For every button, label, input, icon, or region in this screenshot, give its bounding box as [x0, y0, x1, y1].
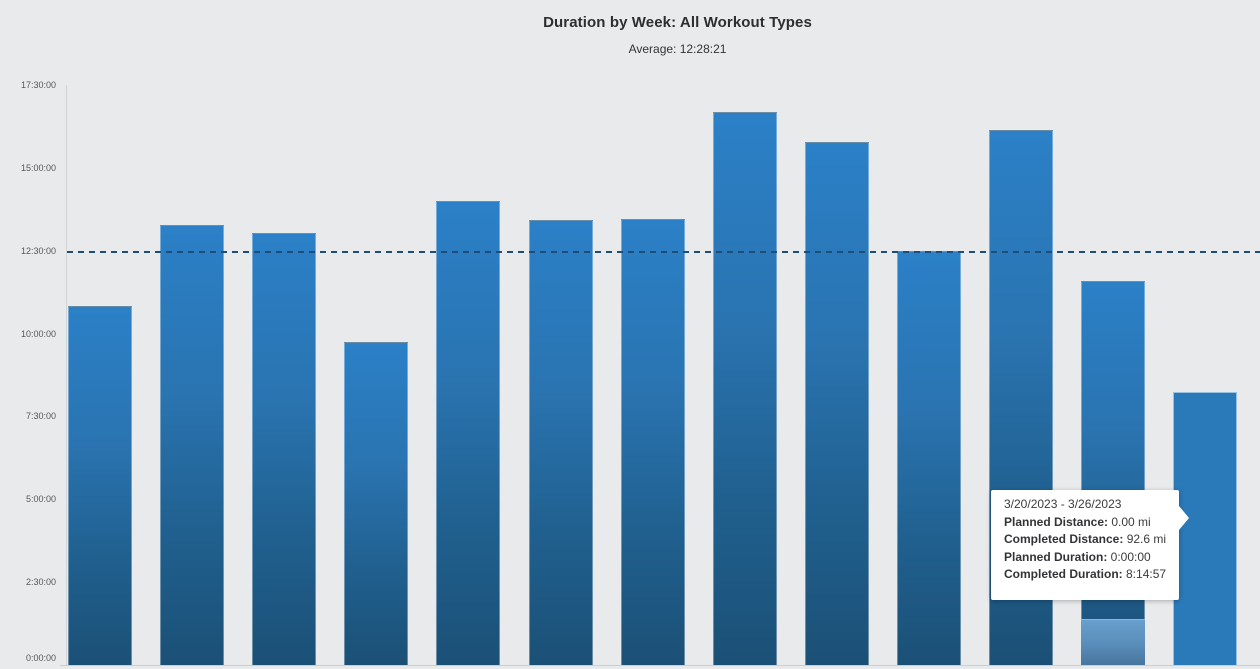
y-tick-label: 5:00:00: [25, 494, 56, 505]
tooltip-row-value: 0:00:00: [1107, 549, 1151, 564]
tooltip-row: Planned Duration: 0:00:00: [1004, 549, 1169, 567]
bar-week-7[interactable]: [620, 218, 685, 665]
y-tick-label: 10:00:00: [20, 328, 56, 339]
y-tick-label: 12:30:00: [20, 245, 56, 256]
tooltip-row: Completed Duration: 8:14:57: [1004, 566, 1169, 584]
y-tick-label: 15:00:00: [20, 162, 56, 173]
bar-week-2[interactable]: [160, 224, 225, 665]
bar-week-4[interactable]: [344, 341, 409, 665]
bar-week-10[interactable]: [896, 251, 961, 665]
average-duration-line: [67, 250, 1260, 253]
chart-average-subtitle: Average: 12:28:21: [628, 42, 727, 56]
tooltip: 3/20/2023 - 3/26/2023 Planned Distance: …: [991, 490, 1179, 600]
y-axis-line: [66, 85, 67, 665]
chart-header: Duration by Week: All Workout Types Aver…: [95, 14, 1260, 56]
bar-week-1[interactable]: [68, 306, 132, 665]
tooltip-date-range: 3/20/2023 - 3/26/2023: [1004, 497, 1122, 511]
tooltip-row-label: Planned Distance:: [1004, 514, 1109, 529]
bar-week-3[interactable]: [252, 232, 317, 665]
planned-duration-segment[interactable]: [1081, 618, 1146, 665]
x-axis-line: [60, 665, 1260, 666]
chart-title: Duration by Week: All Workout Types: [543, 14, 812, 31]
tooltip-row-value: 92.6 mi: [1123, 532, 1167, 546]
y-tick-label: 7:30:00: [25, 411, 56, 422]
y-tick-label: 2:30:00: [25, 577, 56, 588]
y-tick-label: 17:30:00: [20, 80, 56, 90]
tooltip-row-value: 8:14:57: [1122, 567, 1167, 581]
bar-week-6[interactable]: [528, 219, 593, 665]
tooltip-row: Planned Distance: 0.00 mi: [1004, 514, 1169, 532]
tooltip-arrow: [1179, 506, 1189, 530]
bar-week-9[interactable]: [804, 142, 869, 665]
tooltip-row-value: 0.00 mi: [1108, 514, 1151, 529]
tooltip-row-label: Completed Duration:: [1004, 567, 1123, 581]
bar-week-5[interactable]: [436, 201, 501, 665]
tooltip-row: Completed Distance: 92.6 mi: [1004, 531, 1169, 549]
bar-week-8[interactable]: [712, 111, 777, 665]
tooltip-row-label: Planned Duration:: [1004, 549, 1108, 564]
y-tick-label: 0:00:00: [25, 653, 56, 663]
tooltip-row-label: Completed Distance:: [1004, 532, 1124, 546]
tooltip-rows: Planned Distance: 0.00 mi Completed Dista…: [1004, 514, 1169, 584]
bar-week-12[interactable]: [1081, 280, 1146, 665]
